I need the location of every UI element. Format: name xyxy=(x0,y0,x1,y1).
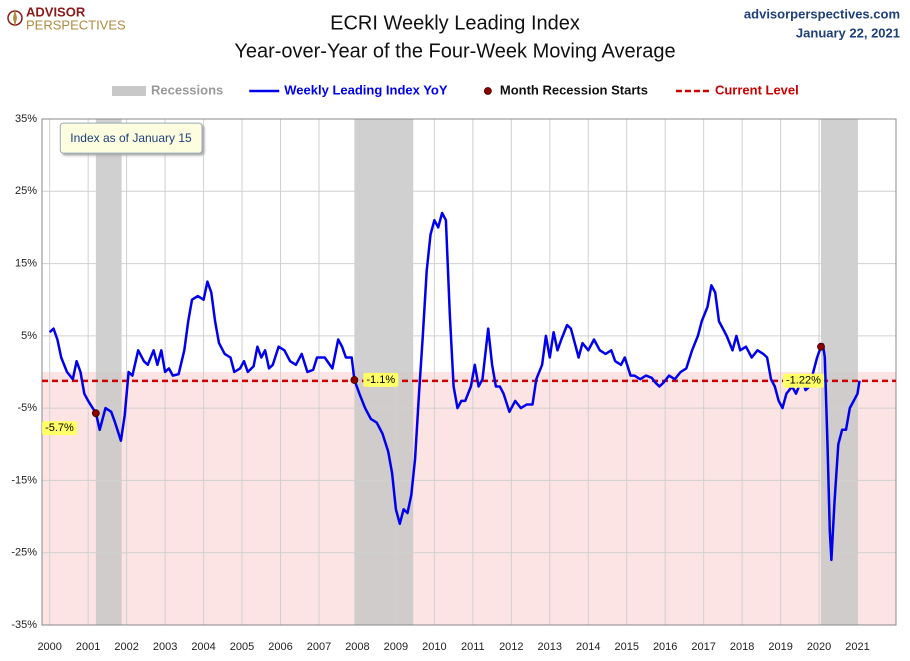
note-box xyxy=(59,122,203,154)
plot-frame xyxy=(41,118,897,626)
x-tick-label: 2018 xyxy=(730,641,754,653)
x-tick-label: 2003 xyxy=(153,641,177,653)
x-tick-label: 2012 xyxy=(499,641,523,653)
recession-start-dot xyxy=(91,409,100,418)
note: Index as of January 15 xyxy=(70,131,192,145)
x-tick-label: 2017 xyxy=(691,641,715,653)
data-line xyxy=(48,211,861,562)
y-tick-label: -5% xyxy=(17,402,37,414)
value-label-box xyxy=(363,372,399,387)
x-tick-label: 2009 xyxy=(384,641,408,653)
chart-subtitle: Year-over-Year of the Four-Week Moving A… xyxy=(234,40,675,62)
value-label: -5.7% xyxy=(45,422,74,434)
x-tick-label: 2001 xyxy=(76,641,100,653)
x-tick-label: 2006 xyxy=(268,641,292,653)
x-tick-label: 2011 xyxy=(461,641,485,653)
x-tick-label: 2010 xyxy=(422,641,446,653)
y-tick-label: 25% xyxy=(15,185,37,197)
source: advisorperspectives.com xyxy=(744,6,900,21)
recession-band xyxy=(820,119,858,625)
x-tick-label: 2015 xyxy=(614,641,638,653)
x-tick-label: 2013 xyxy=(538,641,562,653)
legend-label: Recessions xyxy=(151,82,223,97)
x-tick-label: 2004 xyxy=(191,641,215,653)
legend: Recessions Weekly Leading Index YoY Month … xyxy=(112,82,799,97)
recession-start-dot xyxy=(350,376,359,384)
recession-band xyxy=(95,119,122,625)
recession-start-dot xyxy=(817,342,825,351)
x-tick-label: 2005 xyxy=(230,641,254,653)
x-tick-label: 2000 xyxy=(37,641,61,653)
value-label-box xyxy=(783,373,825,388)
x-tick-label: 2007 xyxy=(307,641,331,653)
x-tick-label: 2019 xyxy=(768,641,792,653)
legend-label: Weekly Leading Index YoY xyxy=(284,82,448,97)
chart-title: ECRI Weekly Leading Index xyxy=(330,12,580,34)
y-tick-label: -35% xyxy=(11,619,37,631)
y-tick-label: 35% xyxy=(15,113,37,125)
x-tick-label: 2014 xyxy=(576,641,600,653)
x-tick-label: 2016 xyxy=(653,641,677,653)
x-tick-label: 2002 xyxy=(114,641,138,653)
y-tick-label: 5% xyxy=(21,330,37,342)
x-tick-label: 2008 xyxy=(345,641,369,653)
value-label: -1.1% xyxy=(366,374,395,386)
recession-band xyxy=(354,119,414,625)
x-tick-label: 2021 xyxy=(845,641,869,653)
legend-label: Month Recession Starts xyxy=(500,82,648,97)
value-label-box xyxy=(42,421,78,436)
date: January 22, 2021 xyxy=(796,25,900,40)
logo-icon xyxy=(13,9,17,27)
brand: ADVISOR xyxy=(26,4,86,19)
legend-swatch xyxy=(112,86,146,96)
plot-area: 2000 2001 2002 2003 2004 2005 2006 2007 2008 2009… xyxy=(11,113,897,653)
negative-zone xyxy=(42,372,896,625)
y-tick-label: -15% xyxy=(11,474,37,486)
y-tick-label: -25% xyxy=(11,547,37,559)
value-label: -1.22% xyxy=(786,375,821,387)
y-tick-label: 15% xyxy=(15,257,37,269)
brand: PERSPECTIVES xyxy=(26,17,126,32)
legend-swatch xyxy=(483,87,492,95)
legend-label: Current Level xyxy=(715,82,799,97)
x-tick-label: 2020 xyxy=(807,641,831,653)
